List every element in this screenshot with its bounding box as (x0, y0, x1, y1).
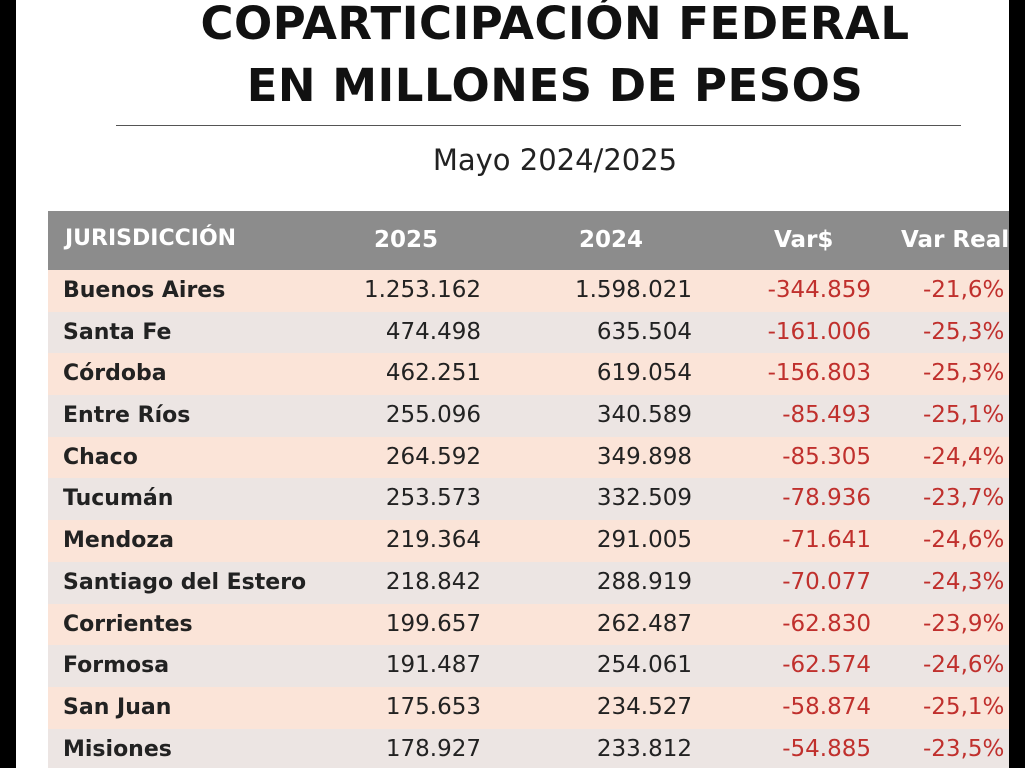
column-header-2024: 2024 (579, 227, 644, 253)
var-real-cell: -23,7% (923, 485, 1005, 512)
document-page: COPARTICIPACIÓN FEDERAL EN MILLONES DE P… (16, 0, 1009, 768)
table-header: JURISDICCIÓN 2025 2024 Var$ Var Real (48, 211, 1009, 270)
value-2024-cell: 332.509 (596, 485, 692, 512)
value-2025-cell: 178.927 (385, 735, 481, 762)
table-row: Tucumán 253.573 332.509 -78.936 -23,7% (48, 478, 1009, 521)
value-2025-cell: 219.364 (385, 527, 481, 554)
table-row: Entre Ríos 255.096 340.589 -85.493 -25,1% (48, 395, 1009, 437)
var-real-cell: -25,3% (923, 318, 1005, 345)
table-body: Buenos Aires 1.253.162 1.598.021 -344.859 -2… (48, 270, 1009, 768)
value-2024-cell: 233.812 (596, 735, 692, 762)
value-2024-cell: 340.589 (596, 402, 692, 429)
value-2025-cell: 191.487 (385, 652, 481, 679)
jurisdiccion-cell: Córdoba (63, 361, 167, 387)
var-real-cell: -25,1% (923, 402, 1005, 429)
value-2024-cell: 635.504 (596, 318, 692, 345)
var-pesos-cell: -344.859 (767, 277, 871, 303)
var-real-cell: -25,3% (923, 360, 1005, 387)
var-pesos-cell: -78.936 (782, 485, 871, 512)
var-real-cell: -23,5% (923, 735, 1005, 762)
var-real-cell: -24,6% (923, 527, 1005, 554)
column-header-jurisdiccion: JURISDICCIÓN (65, 226, 237, 251)
table-row: Formosa 191.487 254.061 -62.574 -24,6% (48, 645, 1009, 687)
var-pesos-cell: -54.885 (782, 735, 871, 762)
table-row: Santa Fe 474.498 635.504 -161.006 -25,3% (48, 311, 1009, 354)
title-line-1: COPARTICIPACIÓN FEDERAL (200, 0, 910, 50)
var-real-cell: -24,3% (923, 568, 1005, 595)
value-2024-cell: 619.054 (596, 360, 692, 387)
jurisdiccion-cell: Entre Ríos (63, 403, 191, 429)
subtitle: Mayo 2024/2025 (432, 143, 678, 177)
value-2024-cell: 262.487 (596, 610, 692, 637)
var-pesos-cell: -62.574 (782, 652, 871, 679)
table-row: Chaco 264.592 349.898 -85.305 -24,4% (48, 436, 1009, 479)
var-real-cell: -21,6% (923, 277, 1005, 303)
var-pesos-cell: -71.641 (782, 527, 871, 554)
value-2024-cell: 349.898 (596, 443, 692, 470)
value-2024-cell: 254.061 (596, 652, 692, 679)
table-row: Buenos Aires 1.253.162 1.598.021 -344.859 -2… (48, 270, 1009, 312)
table-row: Corrientes 199.657 262.487 -62.830 -23,9% (48, 603, 1009, 646)
jurisdiccion-cell: Santa Fe (63, 319, 172, 345)
value-2024-cell: 288.919 (596, 568, 692, 595)
value-2025-cell: 255.096 (385, 402, 481, 429)
jurisdiccion-cell: Santiago del Estero (63, 569, 307, 595)
table-row: Mendoza 219.364 291.005 -71.641 -24,6% (48, 520, 1009, 562)
value-2025-cell: 264.592 (385, 443, 481, 470)
var-real-cell: -23,9% (923, 610, 1005, 637)
column-header-var-real: Var Real (901, 227, 1009, 253)
column-header-2025: 2025 (374, 227, 439, 253)
value-2024-cell: 291.005 (596, 527, 692, 554)
column-header-var-pesos: Var$ (774, 227, 834, 253)
var-pesos-cell: -161.006 (767, 318, 871, 345)
value-2025-cell: 175.653 (385, 693, 481, 720)
var-pesos-cell: -156.803 (767, 360, 871, 387)
title-line-2: EN MILLONES DE PESOS (246, 59, 864, 112)
var-real-cell: -24,4% (923, 443, 1005, 470)
coparticipacion-table: JURISDICCIÓN 2025 2024 Var$ Var Real Bue… (48, 211, 1009, 768)
jurisdiccion-cell: Misiones (63, 736, 172, 762)
var-pesos-cell: -70.077 (782, 568, 871, 595)
value-2024-cell: 1.598.021 (574, 277, 692, 303)
var-real-cell: -24,6% (923, 652, 1005, 679)
var-pesos-cell: -58.874 (782, 693, 871, 720)
var-pesos-cell: -62.830 (782, 610, 871, 637)
value-2025-cell: 253.573 (385, 485, 481, 512)
value-2025-cell: 199.657 (385, 610, 481, 637)
table-row: Santiago del Estero 218.842 288.919 -70.077… (48, 561, 1009, 604)
jurisdiccion-cell: Formosa (63, 653, 170, 679)
value-2025-cell: 474.498 (385, 318, 481, 345)
jurisdiccion-cell: Chaco (63, 444, 138, 470)
jurisdiccion-cell: Corrientes (63, 611, 193, 637)
table-row: Misiones 178.927 233.812 -54.885 -23,5% (48, 728, 1009, 768)
var-real-cell: -25,1% (923, 693, 1005, 720)
value-2025-cell: 1.253.162 (363, 277, 481, 303)
table-row: Córdoba 462.251 619.054 -156.803 -25,3% (48, 353, 1009, 396)
value-2025-cell: 218.842 (385, 568, 481, 595)
table-row: San Juan 175.653 234.527 -58.874 -25,1% (48, 686, 1009, 729)
jurisdiccion-cell: Mendoza (63, 528, 174, 554)
var-pesos-cell: -85.305 (782, 443, 871, 470)
jurisdiccion-cell: Buenos Aires (63, 278, 226, 303)
jurisdiccion-cell: Tucumán (63, 486, 174, 512)
var-pesos-cell: -85.493 (782, 402, 871, 429)
value-2025-cell: 462.251 (385, 360, 481, 387)
divider (116, 125, 961, 126)
value-2024-cell: 234.527 (596, 693, 692, 720)
jurisdiccion-cell: San Juan (63, 694, 172, 720)
